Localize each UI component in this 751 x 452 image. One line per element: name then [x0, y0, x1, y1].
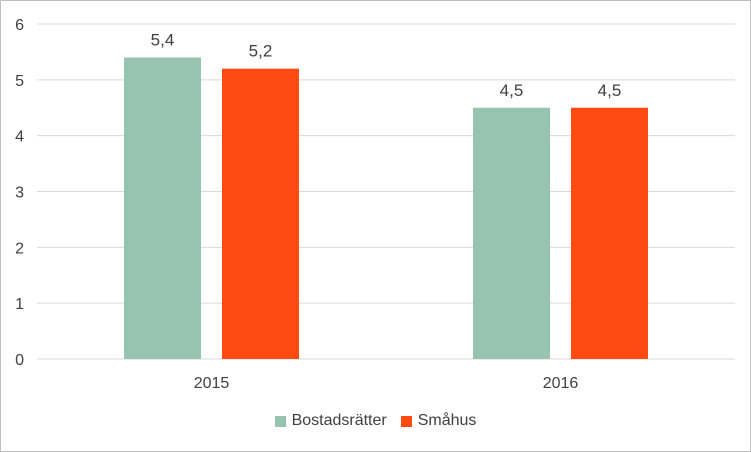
bar-småhus-2015 [222, 68, 299, 360]
legend-item-smahus: Småhus [400, 412, 477, 430]
legend: Bostadsrätter Småhus [0, 410, 751, 432]
y-tick-label-2: 2 [15, 240, 24, 257]
data-label-småhus-2016: 4,5 [598, 81, 622, 100]
x-tick-label-2016: 2016 [543, 375, 579, 392]
bar-småhus-2016 [571, 107, 648, 359]
legend-item-bostadsratter: Bostadsrätter [274, 412, 387, 430]
bar-bostadsrätter-2015 [124, 57, 201, 359]
y-tick-label-4: 4 [15, 129, 24, 146]
y-tick-label-5: 5 [15, 73, 24, 90]
data-label-bostadsrätter-2015: 5,4 [151, 31, 175, 50]
legend-label-bostadsratter: Bostadsrätter [291, 412, 387, 429]
legend-swatch-smahus [400, 415, 412, 427]
bar-bostadsrätter-2016 [473, 107, 550, 359]
y-tick-label-0: 0 [15, 352, 24, 369]
y-tick-label-6: 6 [15, 17, 24, 34]
x-tick-label-2015: 2015 [194, 375, 230, 392]
data-label-småhus-2015: 5,2 [249, 42, 273, 61]
y-tick-label-3: 3 [15, 185, 24, 202]
legend-swatch-bostadsratter [274, 415, 286, 427]
y-tick-label-1: 1 [15, 296, 24, 313]
data-label-bostadsrätter-2016: 4,5 [500, 81, 524, 100]
legend-label-smahus: Småhus [417, 412, 477, 429]
